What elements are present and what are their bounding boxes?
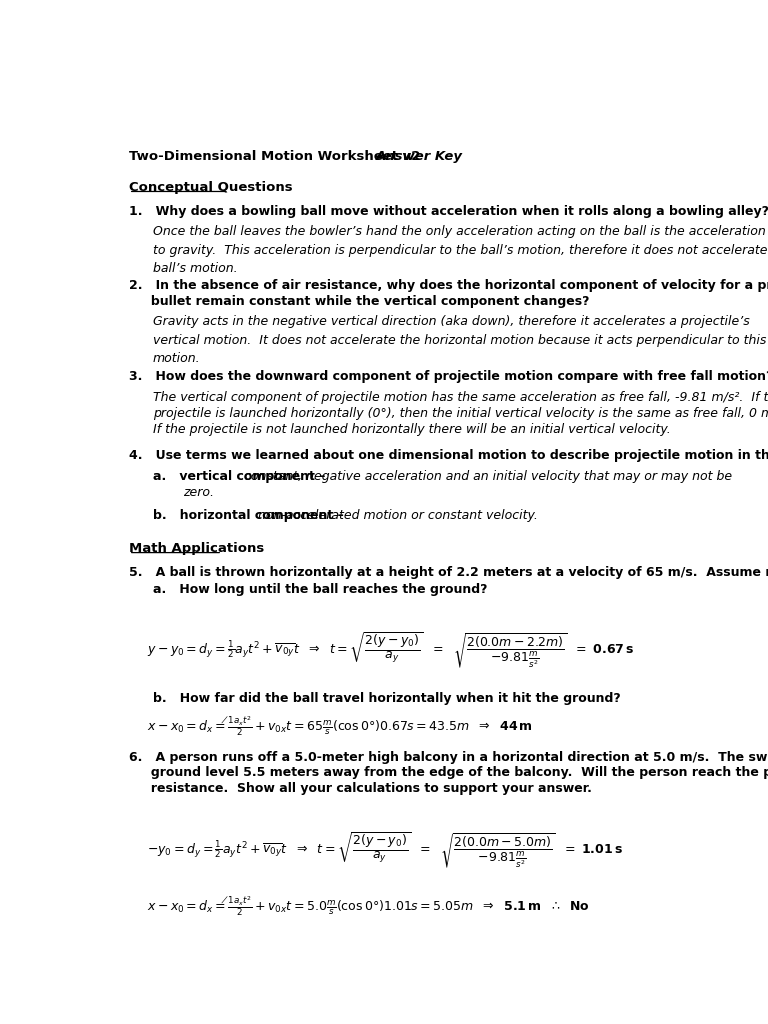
Text: Math Applications: Math Applications: [129, 543, 264, 555]
Text: 5.   A ball is thrown horizontally at a height of 2.2 meters at a velocity of 65: 5. A ball is thrown horizontally at a he…: [129, 566, 768, 579]
Text: 1.   Why does a bowling ball move without acceleration when it rolls along a bow: 1. Why does a bowling ball move without …: [129, 205, 768, 218]
Text: 2.   In the absence of air resistance, why does the horizontal component of velo: 2. In the absence of air resistance, why…: [129, 279, 768, 292]
Text: 6.   A person runs off a 5.0-meter high balcony in a horizontal direction at 5.0: 6. A person runs off a 5.0-meter high ba…: [129, 751, 768, 764]
Text: a.   How long until the ball reaches the ground?: a. How long until the ball reaches the g…: [153, 584, 487, 596]
Text: $x - x_0 = d_x = \frac{\not{1}a_x t^2}{2} + v_{0x}t= 5.0\frac{m}{s}(\cos 0°)1.01: $x - x_0 = d_x = \frac{\not{1}a_x t^2}{2…: [147, 894, 589, 918]
Text: non-accelerated motion or constant velocity.: non-accelerated motion or constant veloc…: [259, 509, 538, 522]
Text: b.   How far did the ball travel horizontally when it hit the ground?: b. How far did the ball travel horizonta…: [153, 692, 621, 706]
Text: zero.: zero.: [184, 485, 214, 499]
Text: Once the ball leaves the bowler’s hand the only acceleration acting on the ball : Once the ball leaves the bowler’s hand t…: [153, 225, 768, 275]
Text: $y - y_0 = d_y = \frac{1}{2}a_y t^2 + \overline{v_{0y}}t$  $\Rightarrow$  $t = \: $y - y_0 = d_y = \frac{1}{2}a_y t^2 + \o…: [147, 631, 634, 670]
Text: b.   horizontal component –: b. horizontal component –: [153, 509, 348, 522]
Text: a.   vertical component –: a. vertical component –: [153, 470, 329, 482]
Text: resistance.  Show all your calculations to support your answer.: resistance. Show all your calculations t…: [129, 782, 591, 795]
Text: Gravity acts in the negative vertical direction (aka down), therefore it acceler: Gravity acts in the negative vertical di…: [153, 315, 766, 366]
Text: constant, negative acceleration and an initial velocity that may or may not be: constant, negative acceleration and an i…: [244, 470, 733, 482]
Text: 4.   Use terms we learned about one dimensional motion to describe projectile mo: 4. Use terms we learned about one dimens…: [129, 450, 768, 462]
Text: $-y_0 = d_y = \frac{1}{2}a_y t^2 + \overline{v_{0y}}t$  $\Rightarrow$  $t = \sqr: $-y_0 = d_y = \frac{1}{2}a_y t^2 + \over…: [147, 830, 622, 870]
Text: bullet remain constant while the vertical component changes?: bullet remain constant while the vertica…: [129, 295, 589, 308]
Text: 3.   How does the downward component of projectile motion compare with free fall: 3. How does the downward component of pr…: [129, 371, 768, 383]
Text: $x - x_0 = d_x = \frac{\not{1}a_x t^2}{2} + v_{0x}t= 65\frac{m}{s}(\cos 0°)0.67s: $x - x_0 = d_x = \frac{\not{1}a_x t^2}{2…: [147, 715, 532, 737]
Text: The vertical component of projectile motion has the same acceleration as free fa: The vertical component of projectile mot…: [153, 391, 768, 403]
Text: ground level 5.5 meters away from the edge of the balcony.  Will the person reac: ground level 5.5 meters away from the ed…: [129, 766, 768, 779]
Text: Two-Dimensional Motion Worksheet v2: Two-Dimensional Motion Worksheet v2: [129, 150, 420, 163]
Text: Conceptual Questions: Conceptual Questions: [129, 181, 293, 195]
Text: If the projectile is not launched horizontally there will be an initial vertical: If the projectile is not launched horizo…: [153, 423, 670, 435]
Text: Answer Key: Answer Key: [376, 150, 463, 163]
Text: projectile is launched horizontally (0°), then the initial vertical velocity is : projectile is launched horizontally (0°)…: [153, 407, 768, 420]
